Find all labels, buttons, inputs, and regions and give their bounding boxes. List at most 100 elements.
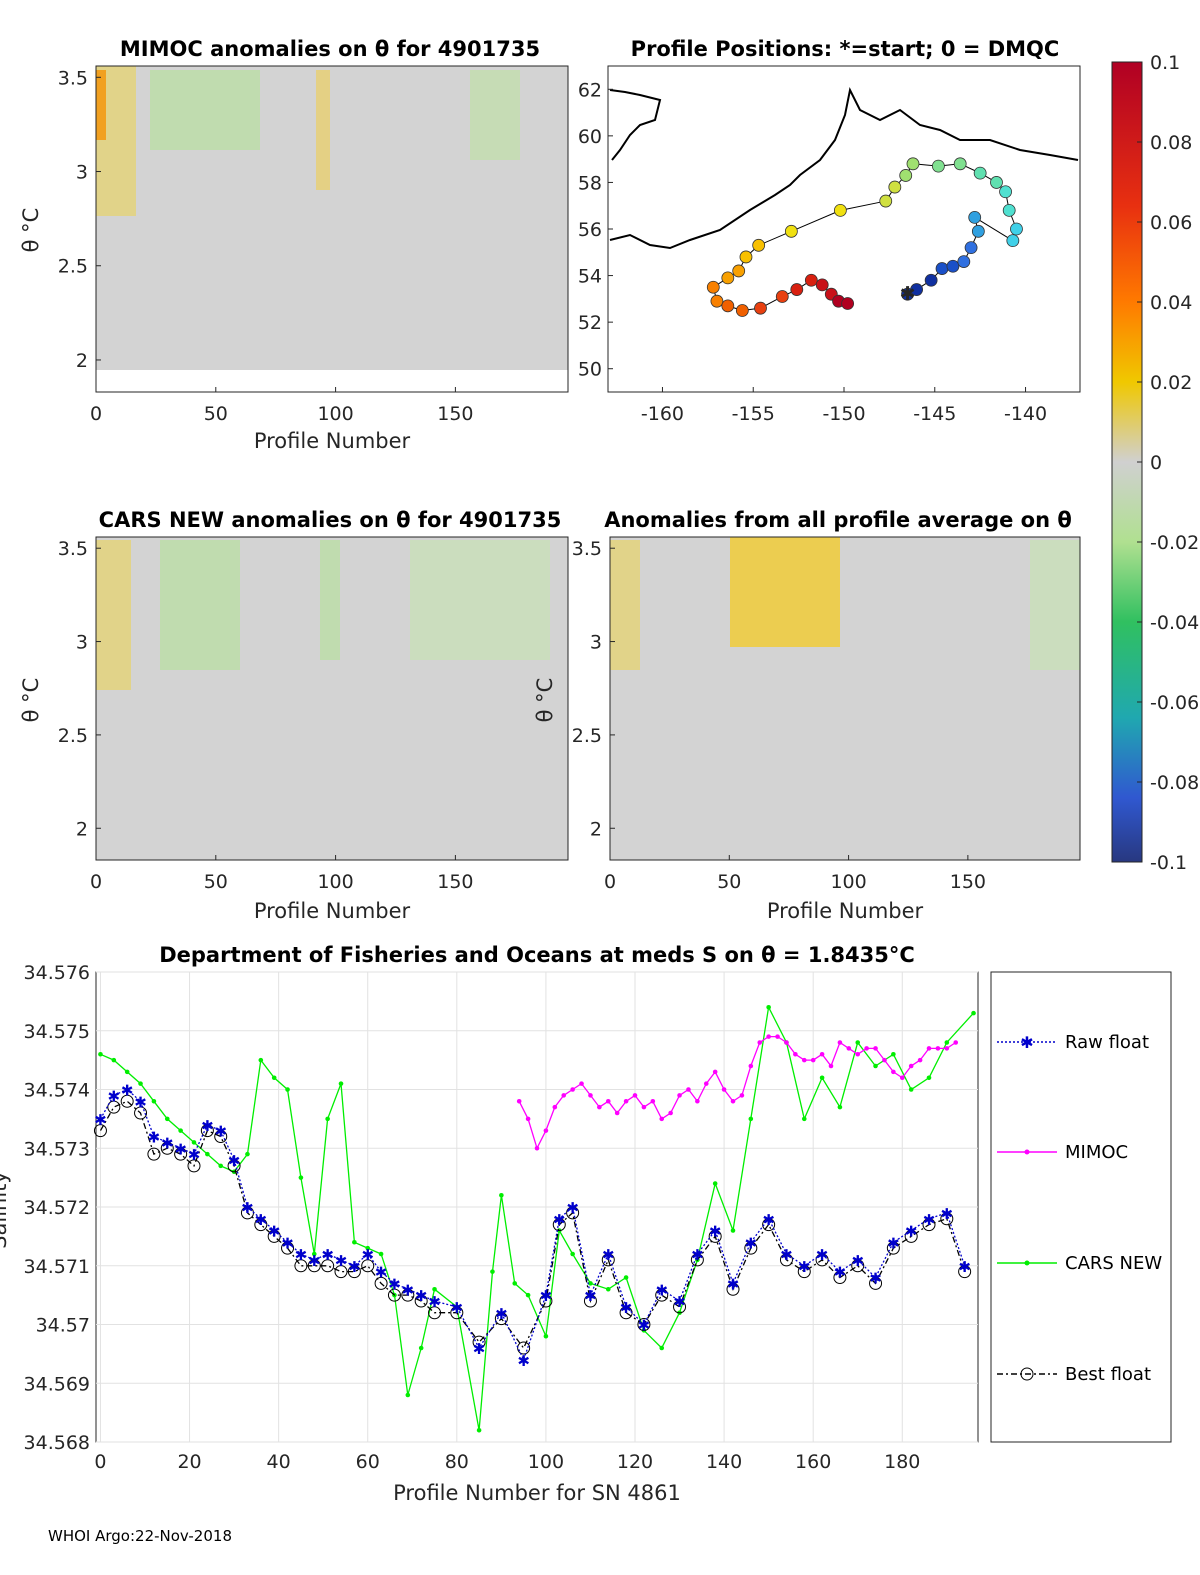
point-cars-new <box>819 1075 825 1081</box>
cars-ylabel: θ °C <box>19 678 43 723</box>
profile-position <box>957 255 971 269</box>
colorbar-tick-label: -0.02 <box>1150 532 1199 554</box>
cars-cool-region <box>410 540 550 660</box>
point-raw-float: ✱ <box>727 1275 740 1293</box>
positions-title: Profile Positions: *=start; 0 = DMQC <box>631 37 1060 61</box>
point-best-float <box>134 1106 148 1120</box>
point-cars-new <box>151 1098 157 1104</box>
point-mimoc <box>605 1098 611 1104</box>
profile-position <box>932 159 945 173</box>
point-raw-float: ✱ <box>691 1246 704 1264</box>
point-raw-float: ✱ <box>745 1234 758 1252</box>
point-mimoc <box>944 1046 950 1051</box>
point-best-float <box>517 1341 531 1355</box>
cars-warm-patch <box>96 540 131 690</box>
point-raw-float: ✱ <box>798 1258 811 1276</box>
point-mimoc <box>623 1098 629 1104</box>
profile-position <box>910 283 924 296</box>
x-tick-label: 40 <box>267 1451 291 1473</box>
point-mimoc <box>659 1116 665 1122</box>
point-best-float <box>851 1259 865 1273</box>
point-cars-new <box>766 1004 771 1010</box>
point-cars-new <box>659 1345 665 1351</box>
x-tick-label: 80 <box>445 1451 469 1473</box>
point-cars-new <box>111 1057 117 1063</box>
coastline <box>609 86 1079 250</box>
x-tick-label: 180 <box>884 1451 920 1473</box>
point-raw-float: ✱ <box>941 1205 954 1223</box>
profile-position <box>924 273 938 287</box>
point-best-float <box>374 1276 388 1290</box>
positions-panel: Profile Positions: *=start; 0 = DMQC ✱ -… <box>578 37 1081 425</box>
colorbar-tick-label: 0.04 <box>1150 292 1192 314</box>
colorbar-tick-label: -0.06 <box>1150 692 1199 714</box>
point-mimoc <box>935 1046 941 1051</box>
mimoc-ylabel: θ °C <box>19 208 43 253</box>
y-tick-label: 2 <box>76 350 88 372</box>
point-raw-float: ✱ <box>214 1123 227 1141</box>
point-best-float <box>744 1241 758 1255</box>
y-tick-label: 34.571 <box>24 1256 90 1278</box>
y-tick-label: 34.57 <box>36 1315 90 1337</box>
point-raw-float: ✱ <box>709 1223 722 1241</box>
point-cars-new <box>418 1345 424 1351</box>
point-cars-new <box>378 1251 384 1257</box>
point-cars-new <box>205 1151 210 1157</box>
profile-position <box>815 278 829 292</box>
footer-text: WHOI Argo:22-Nov-2018 <box>48 1527 232 1545</box>
profile-position <box>790 283 804 296</box>
salinity-title: Department of Fisheries and Oceans at me… <box>159 943 915 967</box>
y-tick-label: 3 <box>76 632 88 654</box>
colorbar-tick-label: 0.08 <box>1150 132 1192 154</box>
point-best-float <box>886 1241 900 1255</box>
allavg-warm-top <box>730 537 840 647</box>
profile-position <box>754 301 767 315</box>
point-raw-float: ✱ <box>375 1264 388 1282</box>
point-mimoc <box>721 1087 727 1092</box>
point-raw-float: ✱ <box>94 1111 107 1129</box>
point-raw-float: ✱ <box>851 1252 864 1270</box>
y-tick-label: 2.5 <box>572 725 602 747</box>
y-tick-label: 62 <box>578 79 602 101</box>
point-raw-float: ✱ <box>816 1246 829 1264</box>
profile-position <box>899 169 913 182</box>
point-best-float <box>450 1306 464 1320</box>
x-tick-label: 150 <box>950 871 986 893</box>
colorbar-tick-label: -0.08 <box>1150 772 1199 794</box>
profile-position <box>906 157 920 171</box>
point-best-float <box>321 1259 335 1273</box>
point-raw-float: ✱ <box>188 1146 201 1164</box>
point-cars-new <box>338 1081 344 1086</box>
cars-cool-patch <box>160 540 240 670</box>
point-cars-new <box>325 1116 330 1122</box>
x-tick-label: 120 <box>617 1451 653 1473</box>
mimoc-hot-patch <box>96 70 106 140</box>
allavg-frame <box>609 536 1081 861</box>
point-raw-float: ✱ <box>540 1287 553 1305</box>
point-mimoc <box>801 1057 807 1063</box>
point-mimoc <box>917 1057 923 1063</box>
x-tick-label: -155 <box>732 403 775 425</box>
point-raw-float: ✱ <box>321 1246 334 1264</box>
allavg-ylabel: θ °C <box>533 678 557 723</box>
x-tick-label: 50 <box>717 871 741 893</box>
point-raw-float: ✱ <box>255 1211 268 1229</box>
point-best-float <box>281 1241 295 1255</box>
point-cars-new <box>944 1040 950 1045</box>
point-cars-new <box>405 1392 411 1398</box>
point-best-float <box>797 1265 811 1279</box>
colorbar-tick-label: -0.04 <box>1150 612 1199 634</box>
point-mimoc <box>757 1040 763 1045</box>
point-mimoc <box>677 1093 682 1098</box>
point-cars-new <box>365 1245 371 1251</box>
y-tick-label: 34.569 <box>24 1373 90 1395</box>
point-mimoc <box>882 1057 887 1063</box>
salinity-panel: Department of Fisheries and Oceans at me… <box>0 943 1172 1505</box>
point-mimoc <box>525 1116 531 1122</box>
point-best-float <box>160 1141 174 1155</box>
point-cars-new <box>891 1051 896 1057</box>
point-raw-float: ✱ <box>923 1211 936 1229</box>
y-tick-label: 54 <box>578 266 602 288</box>
profile-position <box>739 250 753 264</box>
x-tick-label: 100 <box>830 871 866 893</box>
